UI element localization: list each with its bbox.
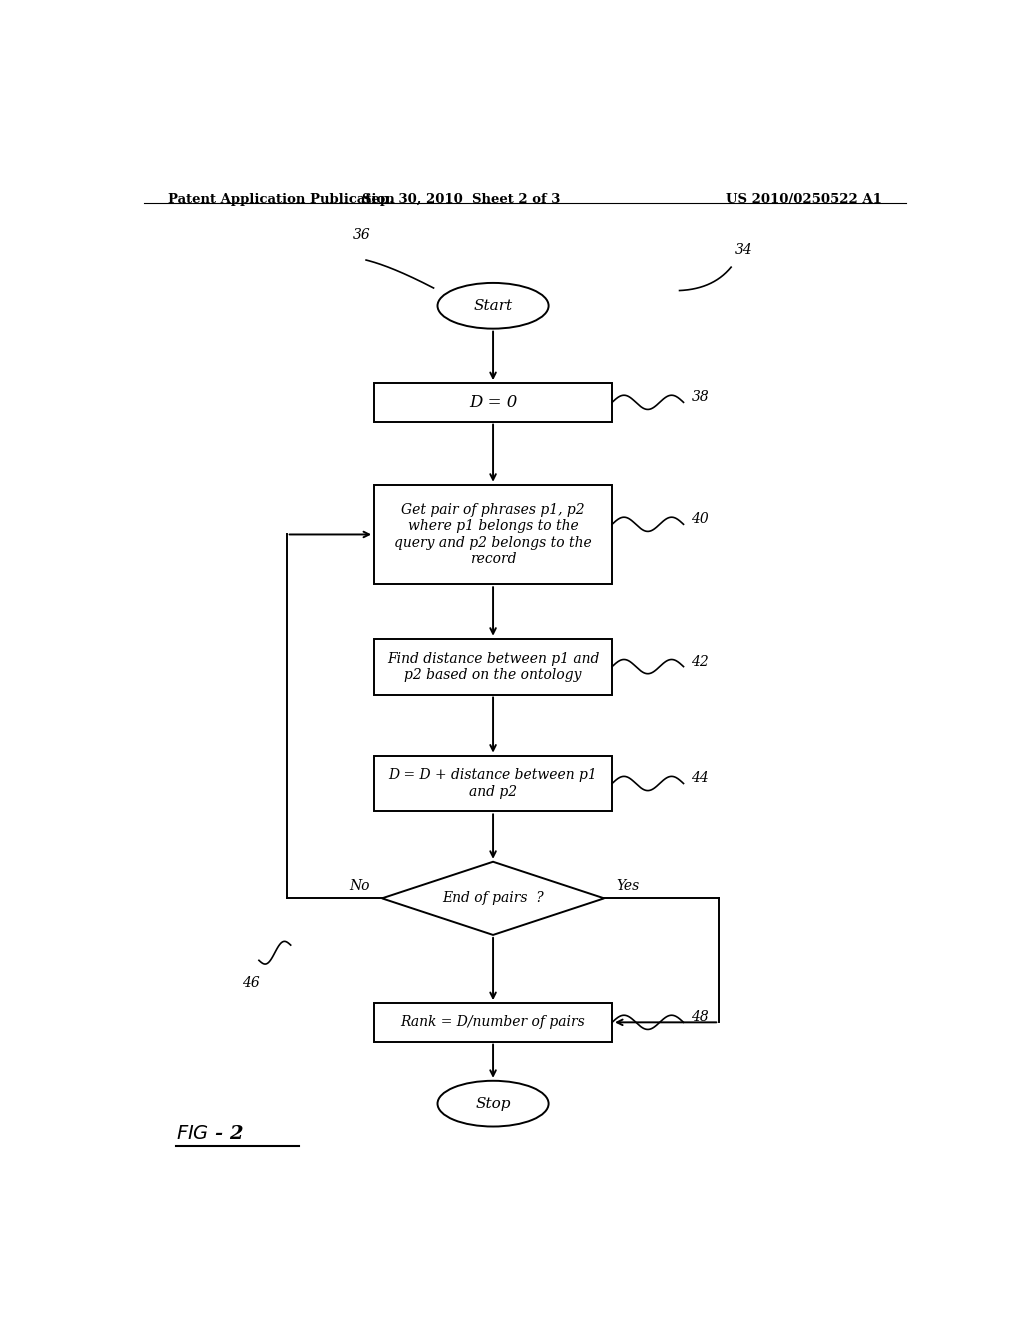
Text: Stop: Stop [475,1097,511,1110]
Text: End of pairs  ?: End of pairs ? [442,891,544,906]
Text: 34: 34 [735,243,753,257]
FancyBboxPatch shape [374,383,612,421]
Text: 44: 44 [691,771,710,785]
Text: 36: 36 [353,228,371,242]
Text: 48: 48 [691,1010,710,1024]
Text: 40: 40 [691,512,710,527]
FancyBboxPatch shape [374,639,612,694]
FancyBboxPatch shape [374,755,612,812]
Text: 38: 38 [691,391,710,404]
Text: Yes: Yes [616,879,639,894]
Text: D = D + distance between p1
and p2: D = D + distance between p1 and p2 [389,768,597,799]
FancyBboxPatch shape [374,484,612,585]
Text: D = 0: D = 0 [469,393,517,411]
Text: Rank = D/number of pairs: Rank = D/number of pairs [400,1015,586,1030]
Text: Get pair of phrases p1, p2
where p1 belongs to the
query and p2 belongs to the
r: Get pair of phrases p1, p2 where p1 belo… [394,503,592,566]
Text: Start: Start [473,298,513,313]
Text: Patent Application Publication: Patent Application Publication [168,193,394,206]
Ellipse shape [437,1081,549,1126]
Polygon shape [382,862,604,935]
Text: Sep. 30, 2010  Sheet 2 of 3: Sep. 30, 2010 Sheet 2 of 3 [362,193,560,206]
Text: 46: 46 [242,975,260,990]
FancyBboxPatch shape [374,1003,612,1041]
Text: $\it{FIG}$ - 2: $\it{FIG}$ - 2 [176,1125,244,1143]
Text: Find distance between p1 and
p2 based on the ontology: Find distance between p1 and p2 based on… [387,652,599,681]
Text: US 2010/0250522 A1: US 2010/0250522 A1 [726,193,882,206]
Ellipse shape [437,282,549,329]
Text: 42: 42 [691,655,710,668]
Text: No: No [349,879,370,894]
